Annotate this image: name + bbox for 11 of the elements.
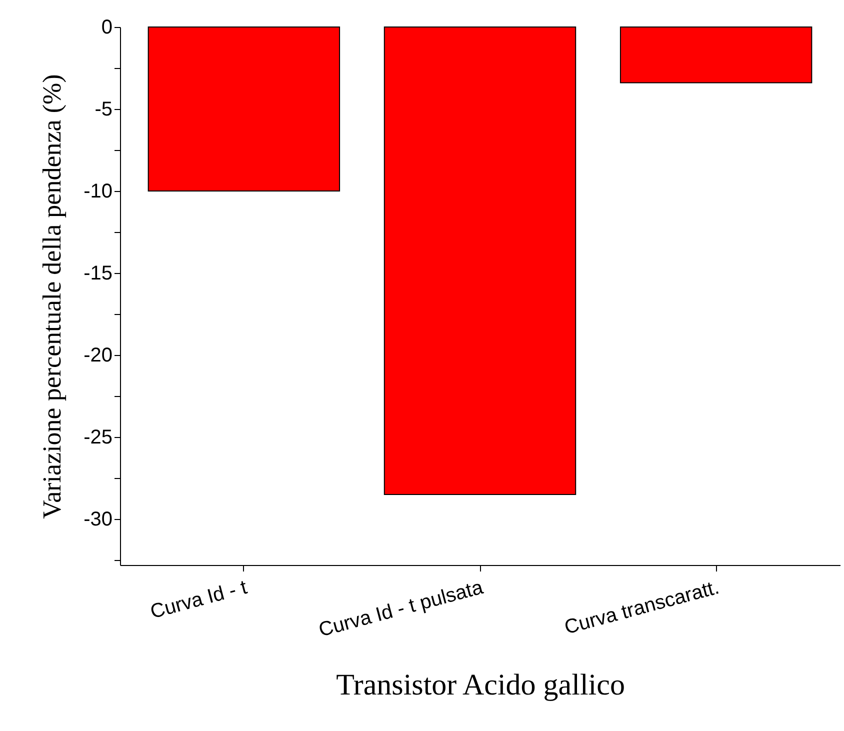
y-axis-title: Variazione percentuale della pendenza (%) [38,74,67,519]
x-axis-title: Transistor Acido gallico [336,668,625,702]
x-tick-label: Curva Id - t pulsata [316,576,486,642]
y-tick-label: -25 [84,426,112,449]
y-tick-label: -30 [84,508,112,531]
y-tick-label: 0 [101,16,112,38]
y-tick-label: -20 [84,344,112,367]
y-tick-label: -15 [84,262,112,285]
x-tick-label: Curva Id - t [148,576,250,624]
y-tick-label: -10 [84,180,112,203]
y-tick-label: -5 [94,98,112,121]
